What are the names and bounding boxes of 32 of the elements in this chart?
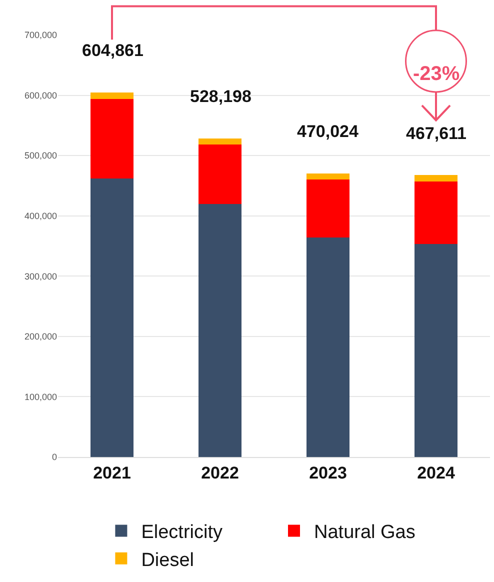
legend-label: Diesel bbox=[141, 550, 194, 571]
bar bbox=[414, 175, 458, 182]
bar bbox=[198, 204, 242, 457]
y-tick-label: 300,000 bbox=[24, 271, 57, 282]
bar bbox=[90, 178, 134, 457]
x-tick-label: 2024 bbox=[417, 463, 456, 482]
y-tick-label: 600,000 bbox=[24, 90, 57, 100]
bar bbox=[198, 144, 242, 204]
total-label: 470,024 bbox=[297, 122, 359, 141]
annotation: -23% bbox=[413, 63, 460, 85]
bar bbox=[306, 180, 350, 238]
total-label: 467,611 bbox=[406, 124, 467, 143]
y-tick-label: 500,000 bbox=[24, 150, 57, 161]
legend-label: Natural Gas bbox=[314, 522, 416, 544]
x-tick-label: 2021 bbox=[93, 463, 131, 482]
bar bbox=[198, 138, 242, 145]
y-tick-label: 0 bbox=[52, 452, 57, 462]
bar bbox=[306, 174, 350, 180]
y-tick-label: 400,000 bbox=[24, 211, 57, 222]
bar bbox=[414, 244, 458, 457]
total-label: 528,198 bbox=[190, 87, 252, 106]
bar bbox=[414, 181, 458, 244]
bar bbox=[306, 238, 350, 457]
y-tick-label: 100,000 bbox=[24, 392, 57, 402]
x-tick-label: 2022 bbox=[201, 463, 239, 482]
legend-label: Electricity bbox=[141, 522, 223, 544]
y-tick-label: 700,000 bbox=[24, 30, 57, 40]
y-tick-label: 200,000 bbox=[24, 332, 57, 342]
total-label: 604,861 bbox=[82, 41, 144, 60]
bar bbox=[90, 92, 134, 99]
x-tick-label: 2023 bbox=[309, 463, 347, 482]
bar bbox=[90, 98, 134, 178]
